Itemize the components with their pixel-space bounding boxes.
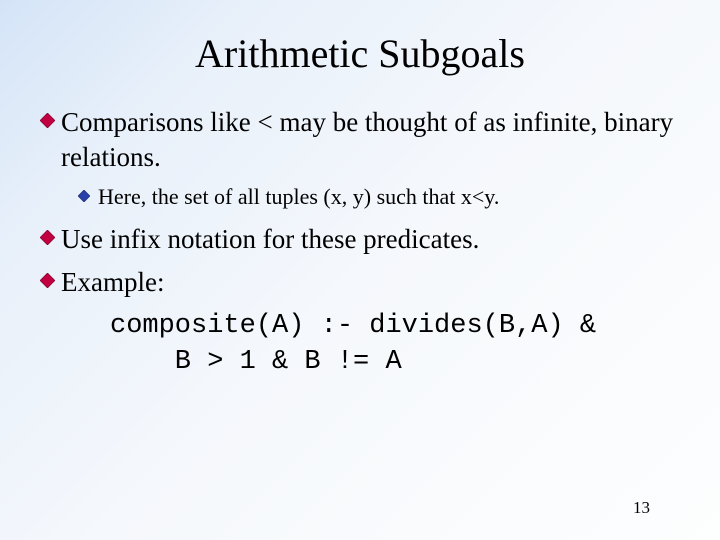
- code-line: B > 1 & B != A: [110, 347, 402, 377]
- slide-container: Arithmetic Subgoals Comparisons like < m…: [0, 0, 720, 540]
- bullet-text: Use infix notation for these predicates.: [61, 222, 479, 257]
- bullet-text: Example:: [61, 265, 164, 300]
- diamond-icon: [40, 230, 55, 250]
- code-line: composite(A) :- divides(B,A) &: [110, 311, 596, 341]
- bullet-sub-text: Here, the set of all tuples (x, y) such …: [98, 183, 499, 212]
- bullet-item: Example:: [40, 265, 680, 300]
- diamond-icon: [40, 113, 55, 133]
- bullet-sub-item: Here, the set of all tuples (x, y) such …: [78, 183, 680, 212]
- bullet-text: Comparisons like < may be thought of as …: [61, 105, 680, 175]
- diamond-icon: [78, 189, 90, 207]
- bullet-item: Use infix notation for these predicates.: [40, 222, 680, 257]
- code-block: composite(A) :- divides(B,A) & B > 1 & B…: [110, 308, 680, 381]
- diamond-icon: [40, 273, 55, 293]
- page-number: 13: [633, 498, 650, 518]
- slide-title: Arithmetic Subgoals: [40, 30, 680, 77]
- bullet-item: Comparisons like < may be thought of as …: [40, 105, 680, 175]
